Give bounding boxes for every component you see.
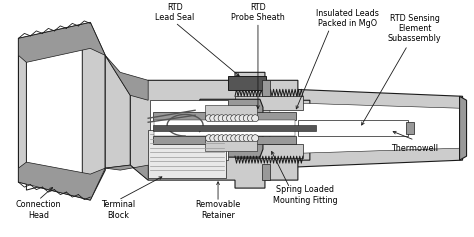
Text: RTD
Lead Seal: RTD Lead Seal [155, 3, 195, 22]
Text: RTD
Probe Sheath: RTD Probe Sheath [231, 3, 285, 22]
Circle shape [222, 115, 229, 122]
Circle shape [231, 115, 237, 122]
Polygon shape [105, 165, 148, 180]
Polygon shape [18, 162, 105, 200]
Circle shape [235, 135, 242, 142]
Bar [235, 96, 303, 110]
Circle shape [243, 135, 250, 142]
Circle shape [247, 115, 255, 122]
Bar [153, 112, 296, 120]
Text: Spring Loaded
Mounting Fitting: Spring Loaded Mounting Fitting [273, 185, 337, 205]
Polygon shape [270, 102, 461, 154]
Circle shape [239, 135, 246, 142]
Text: Connection
Head: Connection Head [16, 200, 61, 220]
Bar [235, 144, 303, 158]
Circle shape [218, 115, 225, 122]
Bar [148, 130, 226, 178]
Polygon shape [27, 37, 82, 190]
Bar [262, 164, 270, 180]
Polygon shape [130, 72, 310, 188]
Text: Removable
Retainer: Removable Retainer [195, 200, 241, 220]
Circle shape [214, 115, 221, 122]
Polygon shape [105, 55, 130, 168]
Circle shape [222, 135, 229, 142]
Polygon shape [105, 55, 148, 100]
Circle shape [247, 135, 255, 142]
Circle shape [218, 135, 225, 142]
Bar [406, 122, 414, 134]
Polygon shape [460, 96, 466, 160]
Bar [228, 76, 266, 90]
Circle shape [252, 115, 259, 122]
Circle shape [239, 115, 246, 122]
Bar [154, 120, 295, 136]
Bar [262, 80, 270, 96]
Circle shape [227, 135, 234, 142]
Circle shape [243, 115, 250, 122]
Circle shape [210, 135, 217, 142]
Text: Insulated Leads
Packed in MgO: Insulated Leads Packed in MgO [316, 9, 379, 28]
Circle shape [252, 135, 259, 142]
Circle shape [214, 135, 221, 142]
Circle shape [235, 115, 242, 122]
Text: Thermowell: Thermowell [391, 144, 438, 153]
Text: Terminal
Block: Terminal Block [101, 200, 135, 220]
Circle shape [210, 115, 217, 122]
Bar [153, 136, 296, 144]
Circle shape [206, 135, 212, 142]
Text: RTD Sensing
Element
Subassembly: RTD Sensing Element Subassembly [388, 14, 441, 43]
Circle shape [206, 115, 212, 122]
Polygon shape [268, 88, 463, 168]
Circle shape [231, 135, 237, 142]
Bar [298, 120, 408, 136]
Polygon shape [18, 23, 105, 200]
Bar [150, 100, 228, 160]
Circle shape [227, 115, 234, 122]
Polygon shape [18, 23, 105, 62]
Polygon shape [197, 99, 263, 157]
Bar [153, 125, 316, 131]
Polygon shape [205, 105, 257, 151]
